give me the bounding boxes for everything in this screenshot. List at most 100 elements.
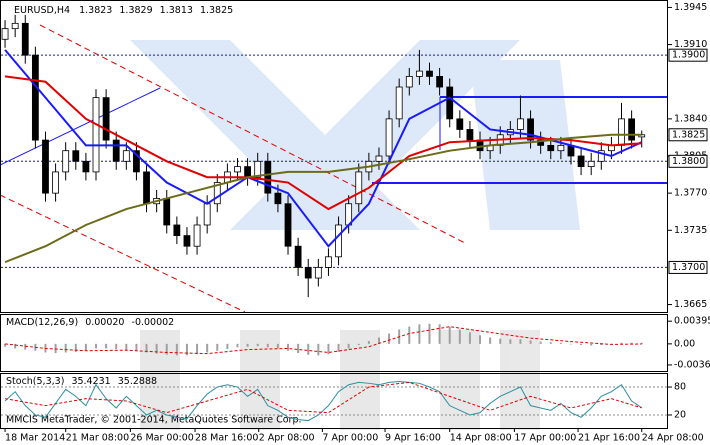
x-tick-label: 2 Apr 08:00 [259,433,315,444]
candle-body [193,224,201,247]
macd-bar [226,343,229,350]
macd-bar [580,343,583,346]
chart-header: EURUSD,H4 1.3823 1.3829 1.3813 1.3825 [14,5,233,16]
level-box [668,154,708,168]
channel-line [0,194,246,313]
candle-body [284,203,292,247]
macd-bar [479,335,482,344]
macd-bar [509,339,512,344]
macd-bar [54,343,57,354]
macd-bar [428,323,431,344]
macd-bar [630,342,633,344]
macd-bar [95,343,98,349]
candle-body [547,144,555,152]
candle-body [314,267,322,279]
candle-body [133,150,140,173]
candle-body [557,144,565,152]
macd-bar [64,343,67,353]
macd-bar [4,343,7,347]
macd-bar [448,326,451,344]
moving-average [4,133,642,264]
macd-bar [549,342,552,344]
macd-bar [620,342,623,344]
x-tick-label: 9 Apr 16:00 [385,433,441,444]
candle-body [618,118,625,146]
candle-body [11,22,19,30]
candle-body [62,150,70,173]
macd-bar [105,343,108,349]
macd-bar [24,343,27,350]
y-tick-label: 1.3665 [674,299,707,310]
level-label: 1.3800 [672,156,705,167]
y-tick-label: 0.00 [674,338,695,349]
candle-body [456,118,464,130]
macd-bar [438,324,441,344]
candle-body [426,70,433,77]
macd-bar [115,343,118,350]
header-high: 1.3829 [119,5,152,16]
candle-body [52,171,59,194]
x-tick-label: 17 Apr 00:00 [514,433,576,444]
candle-body [122,150,130,162]
candle-body [335,224,342,258]
candle-body [385,118,393,157]
x-tick-label: 24 Apr 08:00 [642,433,704,444]
macd-bar [347,343,350,349]
macd-bar [468,332,471,344]
symbol: EURUSD,H4 [14,5,70,16]
candle-body [294,245,302,268]
level-box [668,260,708,274]
macd-panel [0,314,668,372]
level-box [668,48,708,62]
macd-bar [418,324,421,344]
macd-bar [175,343,178,356]
macd-label: MACD(12,26,9) [6,317,78,328]
y-tick-label: 1.3945 [674,2,707,13]
macd-bar [458,329,461,344]
candle-body [183,235,191,247]
macd-bar [297,343,300,354]
main-panel [0,0,668,313]
stoch-signal-value: 35.2888 [118,376,157,387]
y-tick-label: 80 [674,382,686,393]
candle-body [1,28,9,40]
y-tick-label: 1.3735 [674,225,707,236]
candle-body [325,256,332,268]
candle-body [304,267,312,279]
macd-signal-value: -0.00002 [132,317,175,328]
macd-bar [559,342,562,344]
macd-bar [216,343,219,351]
candle-body [112,139,120,162]
x-tick-label: 28 Mar 16:00 [195,433,258,444]
macd-bar [84,343,87,351]
macd-bar [125,343,128,350]
last-price-label: 1.3825 [672,129,705,140]
macd-bar [206,343,209,353]
trend-line [0,87,161,166]
macd-bar [499,338,502,344]
last-price-box [668,128,708,142]
candle-body [577,155,585,168]
y-tick-label: 0.00395 [674,316,710,327]
macd-bar [246,343,249,347]
candle-body [415,70,423,77]
candle-body [395,86,403,120]
macd-bar [590,343,593,346]
x-tick-label: 26 Mar 00:00 [130,433,193,444]
macd-bar [14,343,17,349]
candle-body [244,166,251,178]
macd-bar [519,339,522,344]
header-close: 1.3825 [200,5,233,16]
x-tick-label: 7 Apr 00:00 [322,433,378,444]
candle-body [234,166,241,173]
candle-body [355,171,363,205]
macd-bar [287,343,290,351]
candle-body [587,160,595,168]
macd-bar [145,343,148,353]
macd-bar [307,343,310,355]
y-tick-label: 20 [674,409,686,420]
candle-body [254,160,262,178]
y-tick-label: 1.3910 [674,39,707,50]
x-tick-label: 18 Mar 2014 [5,433,65,444]
